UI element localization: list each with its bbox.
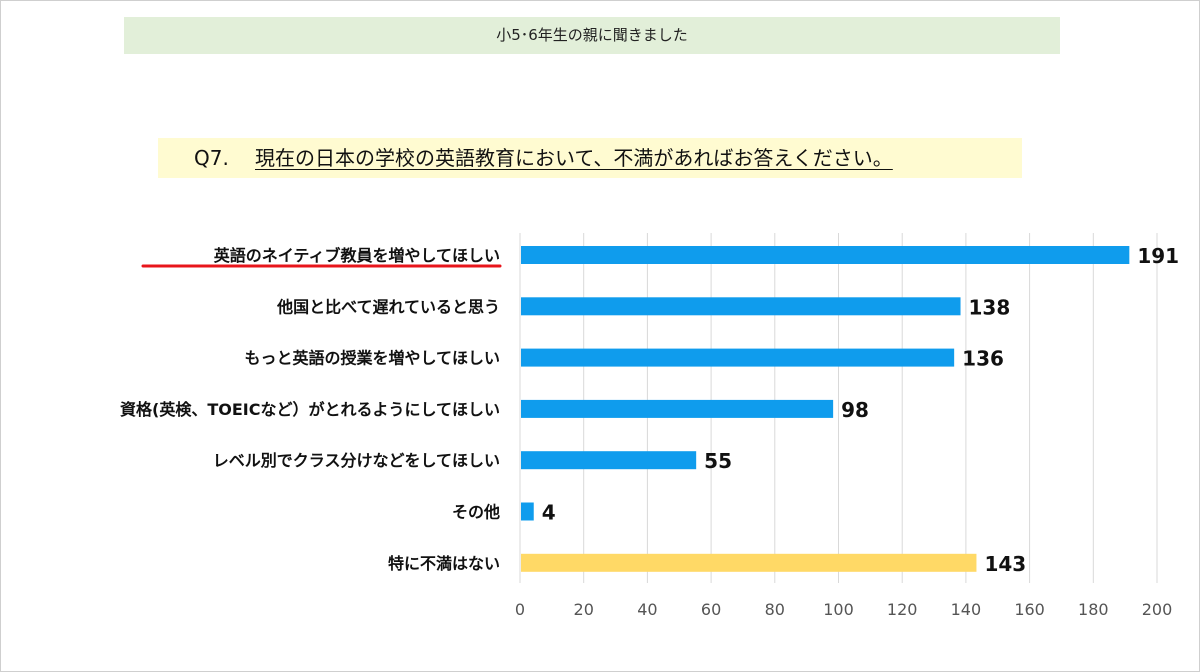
bar (521, 502, 534, 521)
value-label: 98 (841, 398, 869, 422)
value-label: 138 (969, 295, 1011, 319)
value-label: 4 (542, 501, 556, 525)
x-tick-label: 20 (574, 600, 594, 619)
value-label: 136 (962, 347, 1004, 371)
category-label: 資格(英検、TOEICなど）がとれるようにしてほしい (120, 400, 500, 419)
value-label: 191 (1137, 244, 1179, 268)
x-tick-label: 40 (637, 600, 657, 619)
value-label: 143 (984, 552, 1026, 576)
x-tick-label: 140 (951, 600, 982, 619)
x-tick-label: 60 (701, 600, 721, 619)
x-tick-label: 160 (1014, 600, 1045, 619)
x-tick-label: 180 (1078, 600, 1109, 619)
x-tick-label: 200 (1142, 600, 1173, 619)
bar (521, 451, 697, 470)
x-tick-label: 100 (823, 600, 854, 619)
x-tick-label: 0 (515, 600, 525, 619)
labels: 0 20 40 60 80 100 120 140 160 180 200 英語のネイティブ教員を増や… (120, 244, 1179, 619)
category-label: 英語のネイティブ教員を増やしてほしい (213, 246, 500, 265)
bars (521, 246, 1130, 572)
category-label: レベル別でクラス分けなどをしてほしい (213, 451, 500, 470)
bar (521, 348, 955, 367)
question-number: Q7. (194, 146, 229, 170)
category-label: 他国と比べて遅れていると思う (276, 297, 500, 316)
bar (521, 297, 961, 316)
category-label: もっと英語の授業を増やしてほしい (244, 349, 500, 368)
category-label: 特に不満はない (388, 554, 500, 573)
value-label: 55 (704, 449, 732, 473)
bar (521, 246, 1130, 264)
x-tick-label: 120 (887, 600, 918, 619)
bar (521, 553, 977, 572)
bar (521, 399, 834, 418)
category-label: その他 (452, 503, 500, 522)
x-tick-label: 80 (765, 600, 785, 619)
survey-banner: 小5･6年生の親に聞きました (124, 17, 1060, 54)
question-box: Q7. 現在の日本の学校の英語教育において、不満があればお答えください。 (158, 138, 1022, 178)
question-text: 現在の日本の学校の英語教育において、不満があればお答えください。 (255, 146, 893, 170)
